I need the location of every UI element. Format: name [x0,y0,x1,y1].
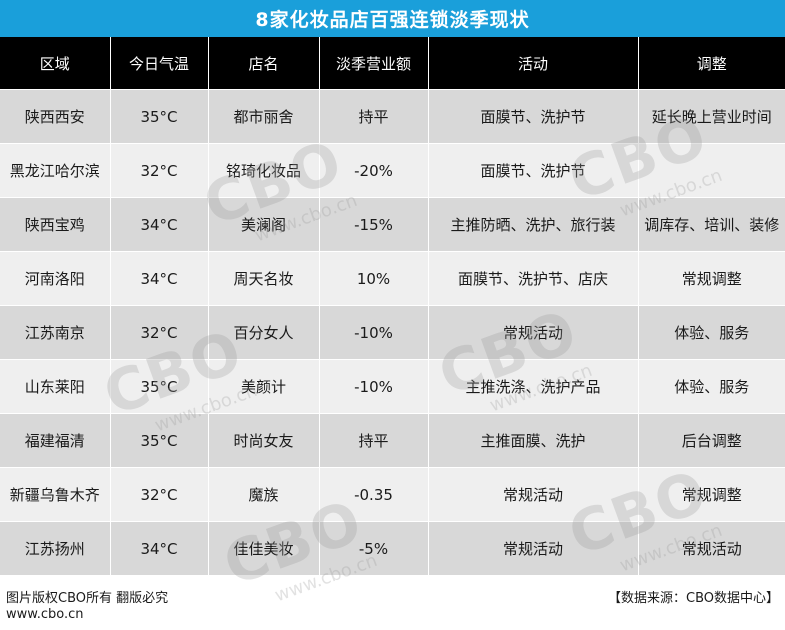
cell-temperature: 32°C [110,143,209,198]
cell-store-name: 时尚女友 [208,413,320,468]
cell-store-name: 佳佳美妆 [208,521,320,575]
column-header-region: 区域 [0,37,111,90]
site-url: www.cbo.cn [6,607,84,622]
cell-temperature: 34°C [110,197,209,252]
cell-revenue: -0.35 [319,467,429,522]
cell-revenue: 持平 [319,89,429,144]
cell-store-name: 魔族 [208,467,320,522]
cell-revenue: -10% [319,359,429,414]
column-header-adjustment: 调整 [638,37,785,90]
table-row: 黑龙江哈尔滨 32°C 铭琦化妆品 -20% 面膜节、洗护节 [0,143,785,198]
cell-adjustment: 体验、服务 [638,359,785,414]
footer: 图片版权CBO所有 翻版必究 www.cbo.cn 【数据来源：CBO数据中心】 [0,585,785,630]
table-row: 河南洛阳 34°C 周天名妆 10% 面膜节、洗护节、店庆 常规调整 [0,251,785,306]
cell-activity: 主推面膜、洗护 [428,413,639,468]
cell-activity: 面膜节、洗护节 [428,89,639,144]
table-header-row: 区域 今日气温 店名 淡季营业额 活动 调整 [0,37,785,90]
cell-region: 福建福清 [0,413,111,468]
cell-region: 新疆乌鲁木齐 [0,467,111,522]
cell-adjustment: 后台调整 [638,413,785,468]
cell-temperature: 32°C [110,467,209,522]
cell-activity: 主推防晒、洗护、旅行装 [428,197,639,252]
copyright-notice: 图片版权CBO所有 翻版必究 [6,591,169,606]
cell-revenue: -5% [319,521,429,575]
table-row: 山东莱阳 35°C 美颜计 -10% 主推洗涤、洗护产品 体验、服务 [0,359,785,414]
cell-adjustment: 常规活动 [638,521,785,575]
cell-activity: 常规活动 [428,521,639,575]
cell-adjustment: 延长晚上营业时间 [638,89,785,144]
data-table: 区域 今日气温 店名 淡季营业额 活动 调整 陕西西安 35°C 都市丽舍 持平 面膜节… [0,37,785,575]
column-header-revenue: 淡季营业额 [319,37,429,90]
cell-activity: 常规活动 [428,305,639,360]
cell-store-name: 美颜计 [208,359,320,414]
cell-temperature: 32°C [110,305,209,360]
table-row: 陕西宝鸡 34°C 美澜阁 -15% 主推防晒、洗护、旅行装 调库存、培训、装修 [0,197,785,252]
column-header-temperature: 今日气温 [110,37,209,90]
cell-activity: 常规活动 [428,467,639,522]
cell-store-name: 铭琦化妆品 [208,143,320,198]
page-title: 8家化妆品店百强连锁淡季现状 [0,0,785,37]
cell-region: 山东莱阳 [0,359,111,414]
cell-adjustment: 体验、服务 [638,305,785,360]
cell-adjustment: 常规调整 [638,467,785,522]
column-header-store-name: 店名 [208,37,320,90]
cell-region: 黑龙江哈尔滨 [0,143,111,198]
cell-region: 陕西宝鸡 [0,197,111,252]
table-row: 福建福清 35°C 时尚女友 持平 主推面膜、洗护 后台调整 [0,413,785,468]
cell-store-name: 百分女人 [208,305,320,360]
cell-region: 陕西西安 [0,89,111,144]
cell-activity: 面膜节、洗护节 [428,143,639,198]
cell-revenue: 持平 [319,413,429,468]
cell-temperature: 35°C [110,89,209,144]
cell-store-name: 美澜阁 [208,197,320,252]
cell-adjustment [638,143,785,198]
cell-adjustment: 常规调整 [638,251,785,306]
table-row: 新疆乌鲁木齐 32°C 魔族 -0.35 常规活动 常规调整 [0,467,785,522]
column-header-activity: 活动 [428,37,639,90]
table-row: 江苏扬州 34°C 佳佳美妆 -5% 常规活动 常规活动 [0,521,785,575]
table-row: 江苏南京 32°C 百分女人 -10% 常规活动 体验、服务 [0,305,785,360]
cell-temperature: 34°C [110,521,209,575]
cell-revenue: -20% [319,143,429,198]
cell-revenue: 10% [319,251,429,306]
cell-region: 江苏南京 [0,305,111,360]
cell-temperature: 35°C [110,413,209,468]
cell-activity: 主推洗涤、洗护产品 [428,359,639,414]
cell-store-name: 周天名妆 [208,251,320,306]
cell-activity: 面膜节、洗护节、店庆 [428,251,639,306]
cell-store-name: 都市丽舍 [208,89,320,144]
cell-revenue: -10% [319,305,429,360]
cell-adjustment: 调库存、培训、装修 [638,197,785,252]
table-row: 陕西西安 35°C 都市丽舍 持平 面膜节、洗护节 延长晚上营业时间 [0,89,785,144]
cell-region: 河南洛阳 [0,251,111,306]
cell-temperature: 34°C [110,251,209,306]
table-body: 陕西西安 35°C 都市丽舍 持平 面膜节、洗护节 延长晚上营业时间 黑龙江哈尔滨 32°C 铭… [0,89,785,575]
cell-revenue: -15% [319,197,429,252]
data-source: 【数据来源：CBO数据中心】 [608,591,779,606]
cell-region: 江苏扬州 [0,521,111,575]
cell-temperature: 35°C [110,359,209,414]
